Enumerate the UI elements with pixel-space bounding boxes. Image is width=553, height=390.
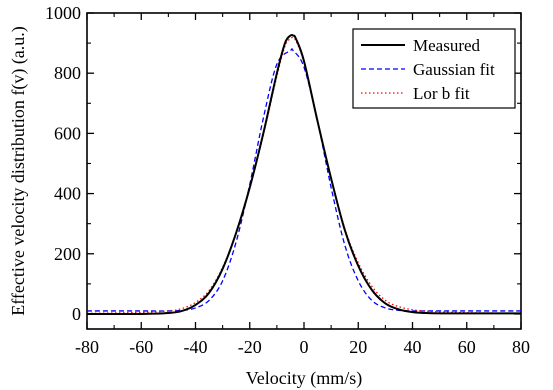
- y-tick-label-200: 200: [54, 244, 81, 264]
- x-tick-label-neg40: -40: [184, 337, 208, 357]
- y-tick-label-600: 600: [54, 123, 81, 143]
- x-tick-label-neg60: -60: [129, 337, 153, 357]
- legend-label-2: Gaussian fit: [413, 60, 495, 79]
- y-axis-title: Effective velocity distribution f(v) (a.…: [8, 26, 29, 316]
- y-tick-label-0: 0: [72, 304, 81, 324]
- y-tick-label-800: 800: [54, 63, 81, 83]
- x-tick-label-neg80: -80: [75, 337, 99, 357]
- x-tick-label-0: 0: [300, 337, 309, 357]
- x-tick-label-80: 80: [512, 337, 530, 357]
- legend-label-3: Lor b fit: [413, 84, 470, 103]
- y-tick-label-400: 400: [54, 184, 81, 204]
- y-tick-label-1000: 1000: [45, 3, 81, 23]
- series-line-measured: [86, 33, 521, 316]
- x-tick-label-40: 40: [404, 337, 422, 357]
- series-line-gaussian-fit: [86, 48, 521, 312]
- x-axis-title: Velocity (mm/s): [246, 368, 362, 389]
- x-tick-label-neg20: -20: [238, 337, 262, 357]
- series-layer: [86, 33, 522, 316]
- legend-label-1: Measured: [413, 36, 481, 55]
- legend: Measured Gaussian fit Lor b fit: [352, 28, 516, 109]
- x-tick-label-20: 20: [349, 337, 367, 357]
- x-tick-label-60: 60: [458, 337, 476, 357]
